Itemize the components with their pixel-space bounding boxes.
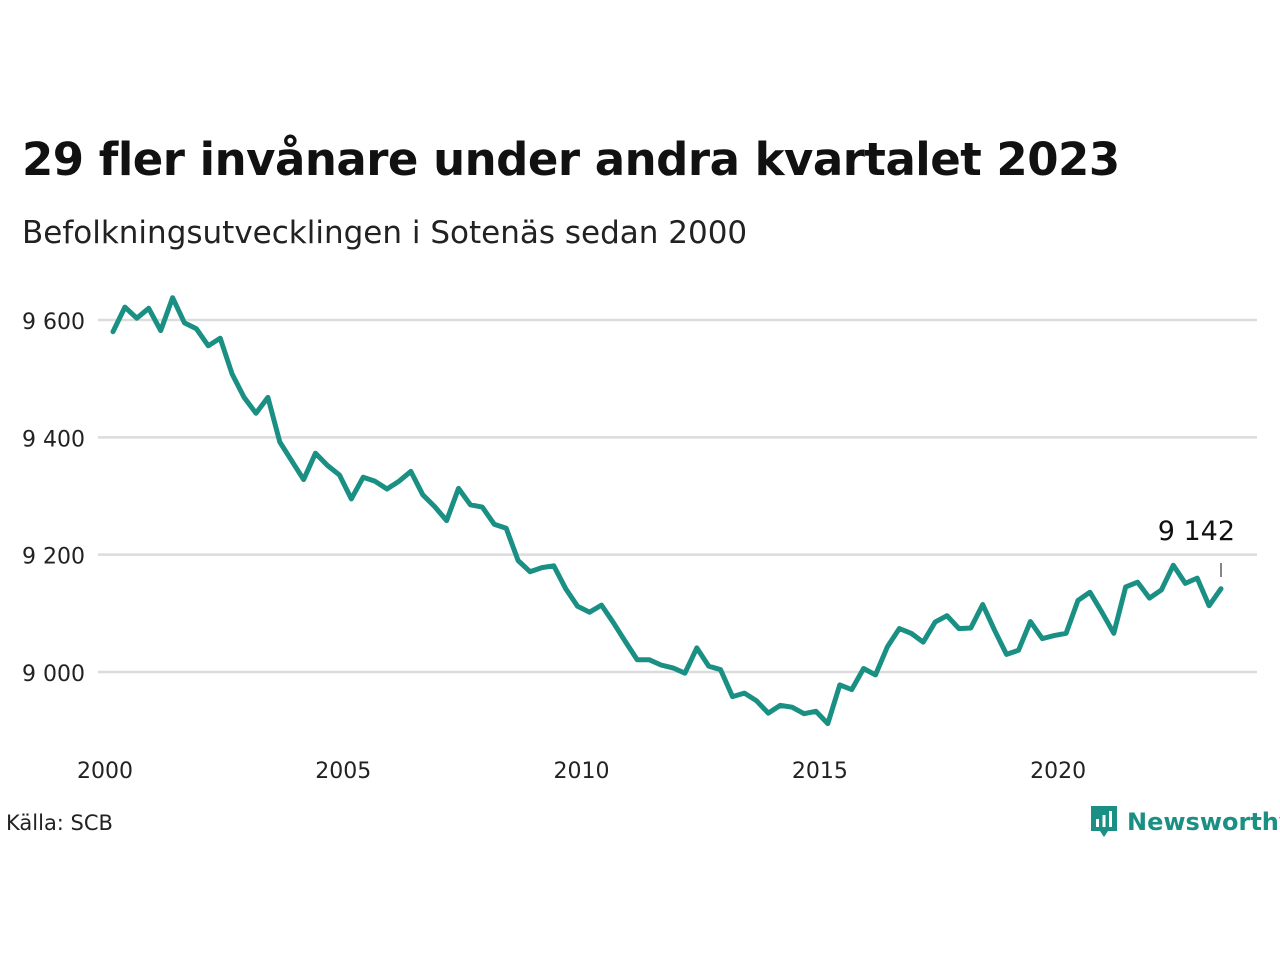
grid-lines (98, 318, 1257, 674)
annotation-layer: 9 142 (1158, 516, 1235, 577)
chart-title: 29 fler invånare under andra kvartalet 2… (22, 133, 1120, 186)
y-tick-label: 9 200 (22, 545, 85, 570)
annotation-label: 9 142 (1158, 516, 1235, 547)
y-tick-label: 9 400 (22, 427, 85, 452)
brand-logo[interactable]: Newsworthy (1089, 804, 1280, 840)
x-tick-label: 2000 (77, 759, 133, 784)
x-tick-label: 2010 (554, 759, 610, 784)
y-tick-label: 9 600 (22, 310, 85, 335)
y-tick-label: 9 000 (22, 662, 85, 687)
x-tick-label: 2020 (1030, 759, 1086, 784)
series-layer (110, 295, 1224, 727)
bar-chart-icon (1091, 806, 1117, 837)
x-tick-label: 2015 (792, 759, 848, 784)
brand-name: Newsworthy (1127, 808, 1280, 836)
series-line (110, 295, 1224, 727)
source-note: Källa: SCB (6, 811, 113, 835)
x-tick-label: 2005 (315, 759, 371, 784)
y-axis-tick-labels: 9 000 9 200 9 400 9 600 (22, 310, 85, 687)
x-axis-tick-labels: 2000 2005 2010 2015 2020 (77, 759, 1086, 784)
chart-subtitle: Befolkningsutvecklingen i Sotenäs sedan … (22, 215, 748, 251)
